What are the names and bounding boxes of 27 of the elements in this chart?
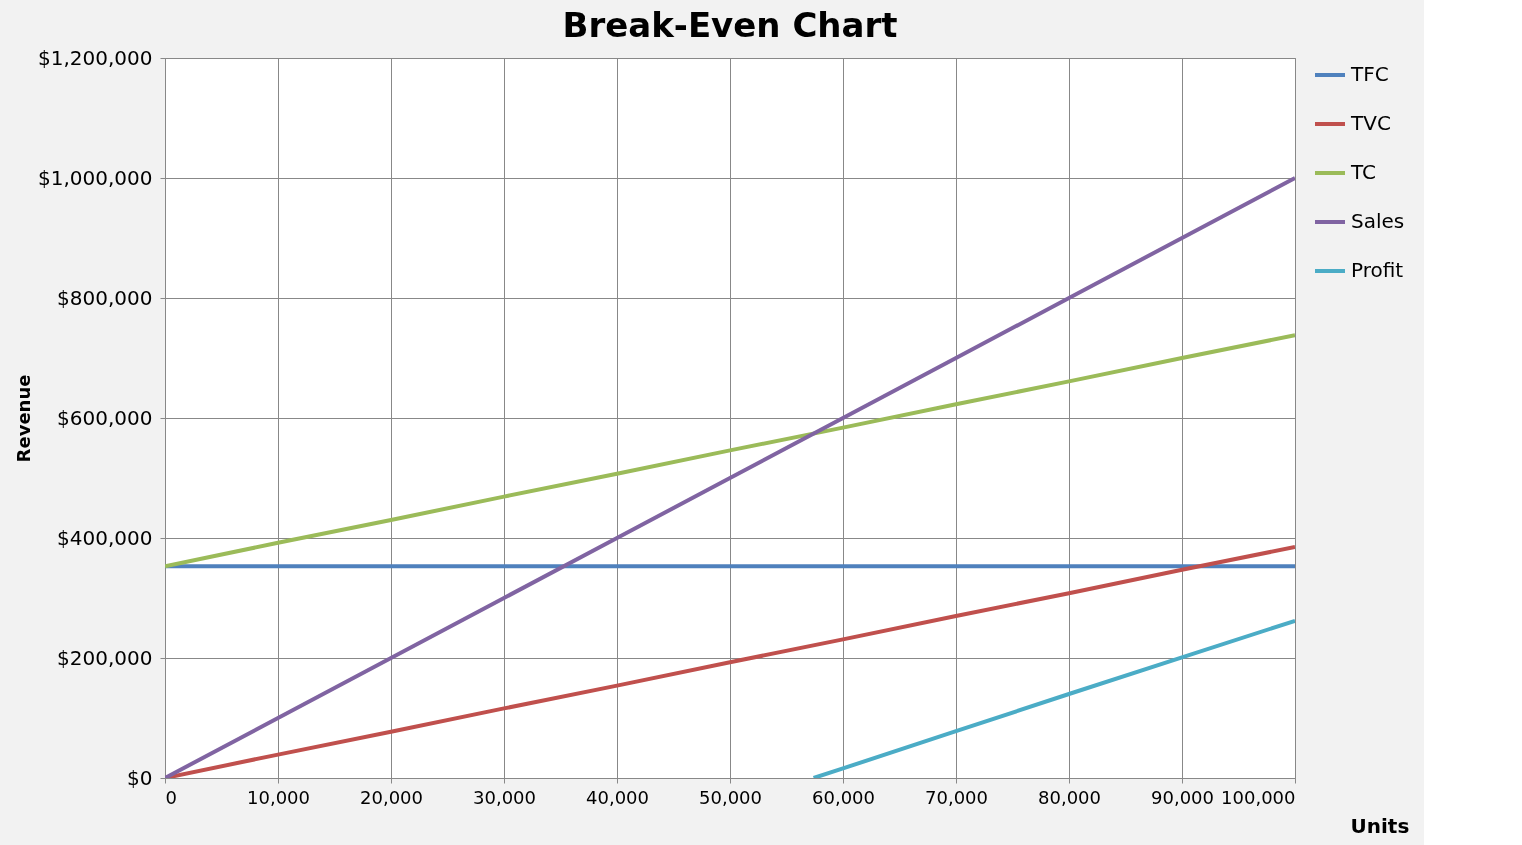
y-axis-title: Revenue [12, 374, 34, 463]
x-tick-label: 80,000 [1038, 786, 1101, 808]
y-tick-label: $400,000 [57, 525, 153, 550]
y-tick-label: $800,000 [57, 285, 153, 310]
y-tick-label: $1,200,000 [37, 45, 153, 70]
x-tick-label: 50,000 [699, 786, 762, 808]
x-tick-label: 30,000 [473, 786, 536, 808]
chart-title: Break-Even Chart [562, 5, 898, 45]
line-series [811, 618, 1295, 778]
x-tick-label: 20,000 [360, 786, 423, 808]
legend-label: Sales [1351, 209, 1405, 233]
legend-label: Profit [1351, 258, 1404, 282]
x-tick-label: 10,000 [247, 786, 310, 808]
y-tick-label: $200,000 [57, 645, 153, 670]
x-tick-label: 40,000 [586, 786, 649, 808]
x-tick-label: 100,000 [1221, 786, 1296, 808]
y-tick-label: $0 [127, 765, 153, 790]
x-tick-label: 90,000 [1151, 786, 1214, 808]
x-tick-label: 70,000 [925, 786, 988, 808]
y-tick-label: $600,000 [57, 405, 153, 430]
legend-label: TC [1350, 160, 1377, 184]
x-tick-label: 0 [165, 786, 177, 808]
y-tick-label: $1,000,000 [37, 165, 153, 190]
legend-label: TVC [1350, 111, 1391, 135]
x-tick-label: 60,000 [812, 786, 875, 808]
x-axis-title: Units [1350, 813, 1410, 838]
legend-label: TFC [1350, 62, 1389, 86]
